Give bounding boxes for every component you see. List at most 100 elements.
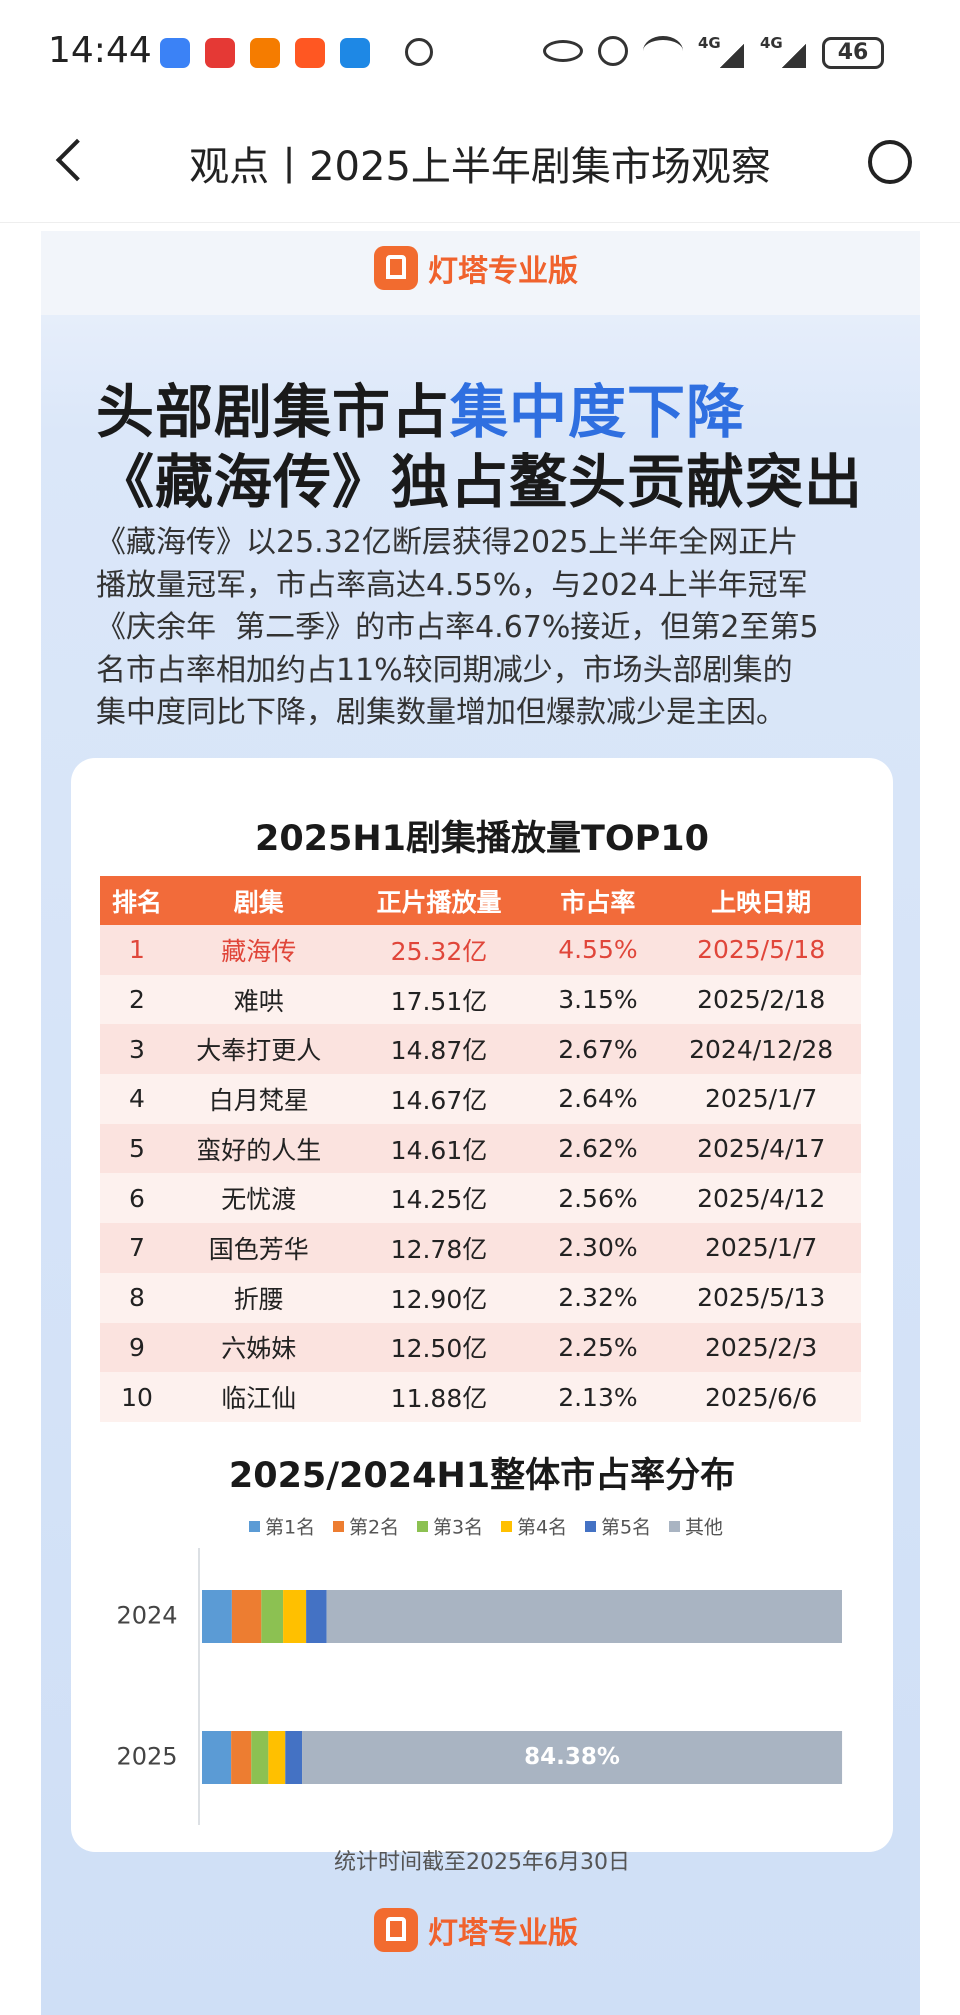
table-cell: 11.88亿	[343, 1372, 535, 1422]
headline-text: 头部剧集市占	[96, 378, 451, 446]
footnote: 统计时间截至2025年6月30日	[334, 1850, 630, 1875]
y-tick-label: 2025	[116, 1743, 177, 1771]
bar-segment	[326, 1590, 842, 1643]
summary-line: 《庆余年 第二季》的市占率4.67%接近，但第2至第5	[96, 610, 819, 645]
table-cell: 白月梵星	[173, 1074, 344, 1124]
table-row: 5 蛮好的人生 14.61亿 2.62% 2025/4/17	[100, 1123, 861, 1174]
table-cell: 14.61亿	[343, 1123, 535, 1174]
legend-swatch	[669, 1521, 680, 1532]
legend-label: 其他	[685, 1517, 723, 1539]
share-button[interactable]	[868, 140, 912, 184]
battery: 46	[822, 37, 884, 69]
legend-label: 第2名	[349, 1517, 399, 1539]
table-row: 6 无忧渡 14.25亿 2.56% 2025/4/12	[100, 1173, 861, 1224]
table-cell: 2025/1/7	[661, 1074, 861, 1124]
bar-segment	[202, 1731, 232, 1784]
table-cell: 2025/2/18	[661, 974, 861, 1025]
bar-segment	[285, 1731, 303, 1784]
eye-icon	[543, 40, 583, 62]
table-row: 8 折腰 12.90亿 2.32% 2025/5/13	[100, 1272, 861, 1323]
legend-swatch	[417, 1521, 428, 1532]
table-cell: 2.56%	[534, 1173, 662, 1224]
legend-label: 第3名	[433, 1517, 483, 1539]
legend-swatch	[501, 1521, 512, 1532]
page-title: 观点丨2025上半年剧集市场观察	[189, 144, 771, 190]
table-cell: 临江仙	[173, 1372, 344, 1422]
table-cell: 25.32亿	[343, 925, 535, 975]
brand-logo: 灯塔专业版	[374, 1908, 578, 1952]
table-cell: 2.32%	[534, 1272, 662, 1323]
table-row: 1 藏海传 25.32亿 4.55% 2025/5/18	[100, 925, 861, 975]
table-cell: 2025/4/12	[661, 1173, 861, 1224]
table-cell: 2025/6/6	[661, 1372, 861, 1422]
brand-name: 灯塔专业版	[428, 254, 578, 289]
network-label: 4G	[760, 34, 783, 52]
header-row: 排名 剧集 正片播放量 市占率 上映日期	[100, 876, 861, 925]
table-cell: 2025/5/18	[661, 925, 861, 975]
table-cell: 14.67亿	[343, 1074, 535, 1124]
legend-swatch	[333, 1521, 344, 1532]
clock: 14:44	[48, 30, 152, 71]
table-cell: 大奉打更人	[173, 1024, 344, 1075]
header-cell: 上映日期	[661, 876, 861, 925]
wifi-icon	[643, 36, 683, 66]
alarm-icon	[598, 36, 628, 66]
table-cell: 2025/1/7	[661, 1223, 861, 1273]
summary: 《藏海传》以25.32亿断层获得2025上半年全网正片 播放量冠军，市占率高达4.…	[96, 522, 819, 735]
table-cell: 17.51亿	[343, 974, 535, 1025]
legend-label: 第1名	[265, 1517, 315, 1539]
legend-swatch	[249, 1521, 260, 1532]
table-row: 9 六姊妹 12.50亿 2.25% 2025/2/3	[100, 1322, 861, 1373]
header-cell: 正片播放量	[343, 876, 535, 925]
status-bar: 14:44 4G 4G 46	[0, 0, 960, 100]
app-icon	[295, 38, 325, 68]
table-cell: 8	[100, 1272, 174, 1323]
table-cell: 14.87亿	[343, 1024, 535, 1075]
table-cell: 9	[100, 1322, 174, 1373]
table-row: 3 大奉打更人 14.87亿 2.67% 2024/12/28	[100, 1024, 861, 1075]
table-row: 7 国色芳华 12.78亿 2.30% 2025/1/7	[100, 1223, 861, 1273]
table-row: 10 临江仙 11.88亿 2.13% 2025/6/6	[100, 1372, 861, 1422]
y-tick-label: 2024	[116, 1602, 177, 1630]
bar-segment	[231, 1590, 262, 1643]
table-cell: 2025/2/3	[661, 1322, 861, 1373]
table-cell: 14.25亿	[343, 1173, 535, 1224]
table-cell: 4	[100, 1074, 174, 1124]
table-cell: 12.78亿	[343, 1223, 535, 1273]
value-label: 84.38%	[524, 1744, 620, 1770]
table-cell: 2.62%	[534, 1123, 662, 1174]
bar-segment	[302, 1731, 843, 1784]
app-icon	[250, 38, 280, 68]
bar-segment	[231, 1731, 252, 1784]
table-cell: 3.15%	[534, 974, 662, 1025]
brand-logo: 灯塔专业版	[374, 246, 578, 290]
ranking-table: 排名 剧集 正片播放量 市占率 上映日期 1 藏海传 25.32亿 4.55% 2025/5/18…	[100, 876, 861, 1422]
signal-icon	[782, 44, 806, 68]
table-cell: 6	[100, 1173, 174, 1224]
table-row: 2 难哄 17.51亿 3.15% 2025/2/18	[100, 974, 861, 1025]
legend-label: 第5名	[601, 1517, 651, 1539]
table-cell: 7	[100, 1223, 174, 1273]
table-cell: 无忧渡	[173, 1173, 344, 1224]
table-cell: 六姊妹	[173, 1322, 344, 1373]
brand-name: 灯塔专业版	[428, 1916, 578, 1951]
table-cell: 2025/4/17	[661, 1123, 861, 1174]
bar-segment	[306, 1590, 327, 1643]
bar-segment	[268, 1731, 286, 1784]
bar-segment	[283, 1590, 307, 1643]
table-cell: 2.67%	[534, 1024, 662, 1075]
legend-swatch	[585, 1521, 596, 1532]
table-title: 2025H1剧集播放量TOP10	[254, 819, 710, 859]
headline: 《藏海传》独占鳌头贡献突出	[96, 448, 864, 516]
headline: 头部剧集市占集中度下降	[96, 365, 745, 449]
brand-icon	[374, 246, 418, 290]
table-cell: 藏海传	[173, 925, 344, 975]
table-cell: 2	[100, 974, 174, 1025]
summary-line: 名市占率相加约占11%较同期减少，市场头部剧集的	[96, 652, 793, 688]
table-cell: 2.30%	[534, 1223, 662, 1273]
bar-segment	[251, 1731, 269, 1784]
table-cell: 1	[100, 925, 174, 975]
header-cell: 剧集	[173, 876, 344, 925]
table-cell: 蛮好的人生	[173, 1123, 344, 1174]
